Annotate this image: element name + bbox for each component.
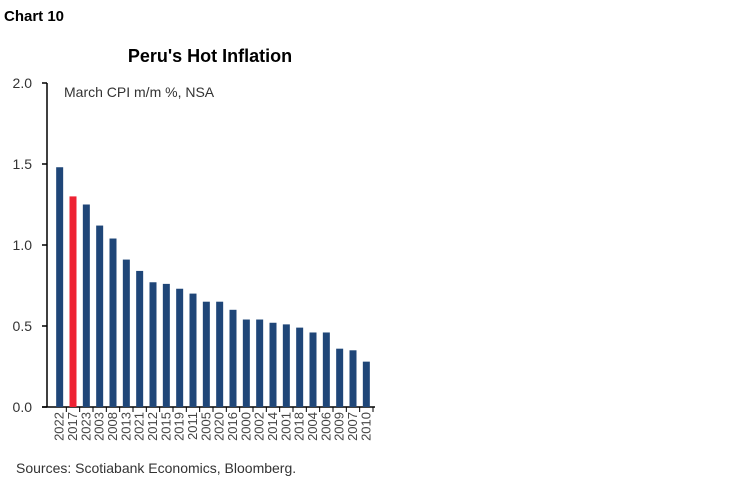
bar-2011	[189, 293, 197, 407]
bar-2004	[309, 332, 317, 407]
x-tick-label: 2011	[185, 412, 200, 440]
bar-2012	[149, 282, 157, 407]
x-tick-label: 2000	[238, 412, 253, 441]
x-tick-label: 2019	[172, 412, 187, 441]
bar-2001	[282, 324, 290, 407]
bar-2016	[229, 309, 237, 407]
chart-title: Peru's Hot Inflation	[128, 46, 292, 66]
x-tick-label: 2010	[358, 412, 373, 441]
bar-2019	[176, 288, 184, 407]
bar-2009	[336, 348, 344, 407]
bar-2013	[122, 259, 130, 407]
bar-2005	[202, 301, 210, 407]
bar-2020	[216, 301, 224, 407]
x-tick-label: 2009	[332, 412, 347, 441]
bar-2002	[256, 319, 264, 407]
x-tick-label: 2014	[265, 412, 280, 441]
bar-2010	[362, 361, 370, 407]
x-tick-label: 2004	[305, 412, 320, 441]
bar-2018	[296, 327, 304, 407]
y-tick-label: 2.0	[13, 75, 33, 91]
x-tick-label: 2001	[278, 412, 293, 441]
x-tick-label: 2023	[78, 412, 93, 441]
x-tick-label: 2015	[158, 412, 173, 441]
x-tick-label: 2018	[292, 412, 307, 441]
x-tick-label: 2021	[132, 412, 147, 441]
x-tick-label: 2012	[145, 412, 160, 441]
bar-2000	[242, 319, 250, 407]
x-tick-label: 2013	[118, 412, 133, 441]
bar-2017	[69, 196, 77, 407]
y-tick-label: 1.0	[13, 237, 33, 253]
bar-2007	[349, 350, 357, 407]
chart-subtitle: March CPI m/m %, NSA	[64, 84, 215, 100]
chart-label: Chart 10	[4, 8, 64, 25]
x-tick-label: 2022	[52, 412, 67, 441]
bar-2003	[96, 225, 104, 407]
x-tick-label: 2006	[318, 412, 333, 441]
bar-2022	[56, 167, 64, 407]
bar-2023	[82, 204, 90, 407]
x-tick-label: 2016	[225, 412, 240, 441]
x-tick-label: 2008	[105, 412, 120, 441]
bar-2008	[109, 238, 117, 407]
bar-2015	[162, 283, 170, 407]
bar-2006	[322, 332, 330, 407]
x-tick-label: 2005	[198, 412, 213, 441]
bar-2021	[136, 270, 144, 407]
x-tick-label: 2003	[92, 412, 107, 441]
x-tick-label: 2007	[345, 412, 360, 441]
chart-source: Sources: Scotiabank Economics, Bloomberg…	[16, 460, 296, 476]
x-tick-label: 2017	[65, 412, 80, 441]
bar-2014	[269, 322, 277, 407]
y-tick-label: 0.5	[13, 318, 33, 334]
y-tick-label: 1.5	[13, 156, 33, 172]
x-tick-label: 2020	[212, 412, 227, 441]
y-tick-label: 0.0	[13, 399, 33, 415]
x-tick-label: 2002	[252, 412, 267, 441]
